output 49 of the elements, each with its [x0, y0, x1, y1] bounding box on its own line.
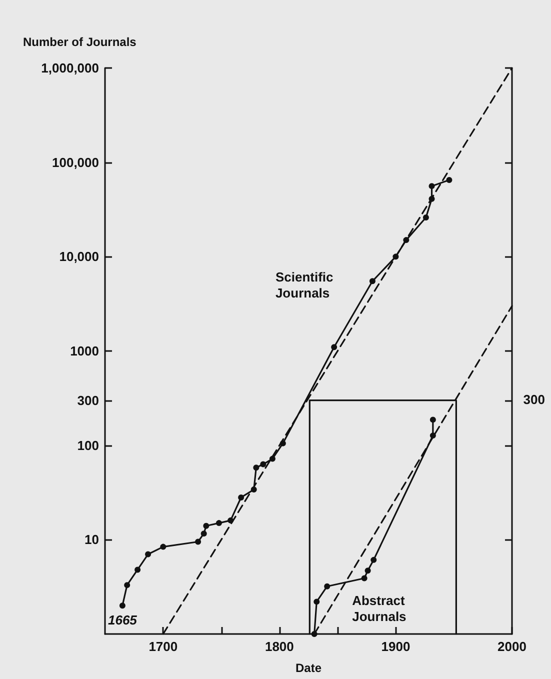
point	[260, 461, 266, 468]
point	[422, 214, 429, 221]
point	[253, 464, 260, 471]
point	[216, 520, 222, 526]
y-tick-label: 100	[77, 438, 99, 453]
point	[124, 582, 130, 588]
point	[324, 583, 330, 590]
point	[314, 598, 320, 605]
y-tick-label: 10,000	[59, 249, 99, 264]
point	[160, 544, 166, 550]
x-tick-label: 1800	[264, 639, 294, 654]
point	[250, 486, 257, 493]
point	[280, 440, 286, 446]
y-tick-label: 10	[84, 532, 99, 548]
point	[238, 494, 244, 500]
annotation: 1665	[108, 612, 138, 628]
y-tick-label: 1,000,000	[41, 60, 99, 76]
point	[311, 631, 318, 637]
point	[428, 183, 435, 190]
point	[195, 538, 202, 545]
point	[269, 456, 276, 462]
point	[430, 416, 436, 423]
text: 300	[523, 392, 546, 407]
x-tick-label: 1700	[148, 639, 178, 654]
point	[119, 602, 126, 609]
y-axis-title: Number of Journals	[23, 35, 137, 49]
point	[200, 530, 207, 537]
series-label: Abstract Journals	[352, 592, 408, 624]
point	[331, 344, 338, 350]
x-tick-label: 1900	[381, 639, 410, 654]
x-axis-title: Date	[295, 661, 322, 675]
y-tick-label: 100,000	[52, 154, 99, 170]
point	[370, 556, 377, 563]
x-tick-label: 2000	[498, 639, 526, 654]
point	[392, 254, 399, 260]
point	[361, 575, 368, 582]
point	[228, 517, 234, 524]
point	[369, 278, 376, 284]
point	[134, 566, 141, 573]
point	[430, 432, 436, 439]
y-tick-label: 300	[77, 392, 99, 408]
point	[428, 196, 435, 202]
point	[403, 237, 410, 244]
series-label: Scientific Journals	[275, 270, 337, 301]
y-tick-label: 1000	[70, 344, 99, 358]
point	[145, 551, 152, 558]
point	[446, 176, 452, 183]
point	[203, 522, 210, 529]
point	[364, 568, 371, 574]
